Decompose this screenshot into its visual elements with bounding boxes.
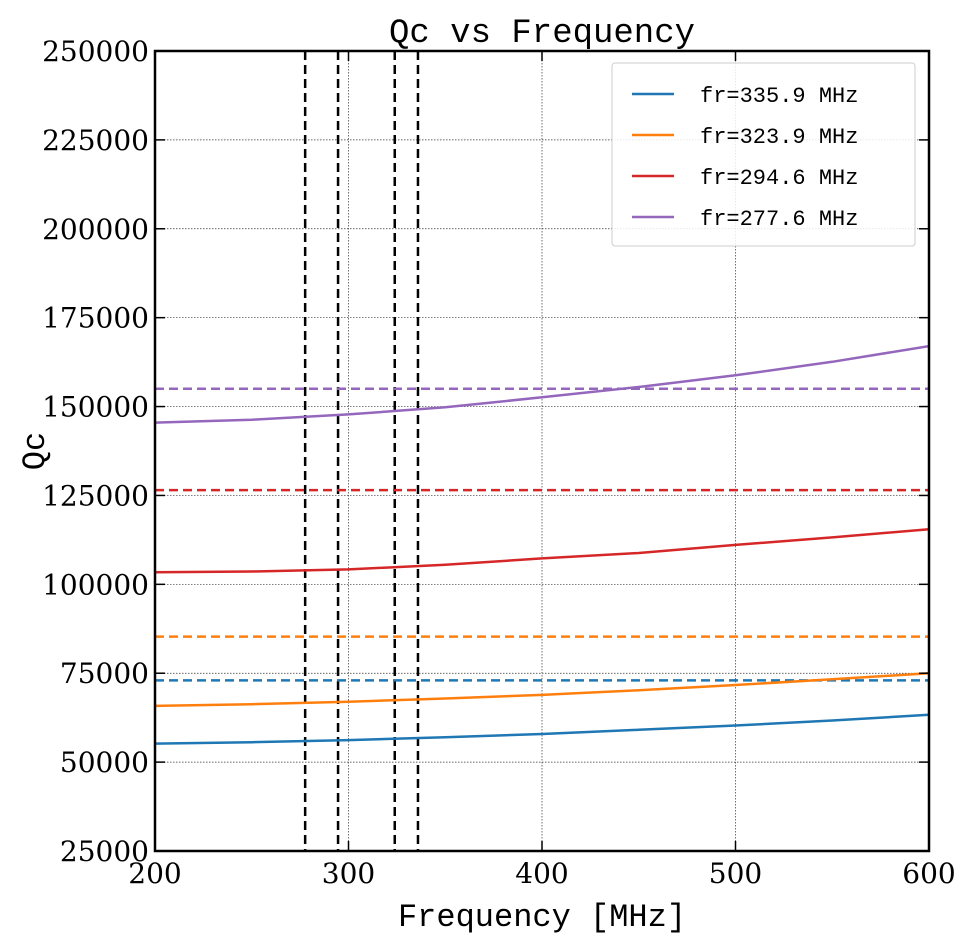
y-tick-label: 50000 — [60, 746, 149, 779]
series-line — [154, 344, 930, 424]
legend-label: fr=323.9 MHz — [700, 125, 858, 150]
y-tick-label: 75000 — [60, 657, 149, 690]
chart-title: Qc vs Frequency — [389, 15, 695, 53]
y-tick-labels: 25000 50000 75000 100000 125000 150000 175000 2… — [42, 35, 149, 868]
y-tick-label: 25000 — [60, 835, 149, 868]
axis-ticks — [154, 50, 930, 852]
x-axis-label: Frequency [MHz] — [398, 899, 686, 936]
legend: fr=335.9 MHz fr=323.9 MHz fr=294.6 MHz fr=2… — [611, 62, 916, 247]
series-line — [154, 671, 930, 708]
series-curves — [154, 344, 930, 745]
x-tick-label: 300 — [322, 857, 375, 890]
legend-label: fr=277.6 MHz — [700, 207, 858, 232]
x-tick-label: 600 — [902, 857, 955, 890]
x-tick-label: 500 — [709, 857, 762, 890]
y-tick-label: 125000 — [42, 479, 149, 512]
x-tick-labels: 200 300 400 500 600 — [128, 857, 955, 890]
series-line — [154, 527, 930, 574]
legend-label: fr=294.6 MHz — [700, 166, 858, 191]
y-tick-label: 225000 — [42, 124, 149, 157]
y-tick-label: 175000 — [42, 302, 149, 335]
y-tick-label: 200000 — [42, 213, 149, 246]
y-axis-label: Qc — [17, 432, 54, 470]
resonance-lines — [303, 51, 420, 851]
series-line — [154, 713, 930, 745]
y-tick-label: 100000 — [42, 568, 149, 601]
legend-label: fr=335.9 MHz — [700, 84, 858, 109]
y-tick-label: 150000 — [42, 391, 149, 424]
x-tick-label: 400 — [515, 857, 568, 890]
y-tick-label: 250000 — [42, 35, 149, 68]
legend-box — [611, 62, 916, 247]
x-tick-label: 200 — [128, 857, 181, 890]
